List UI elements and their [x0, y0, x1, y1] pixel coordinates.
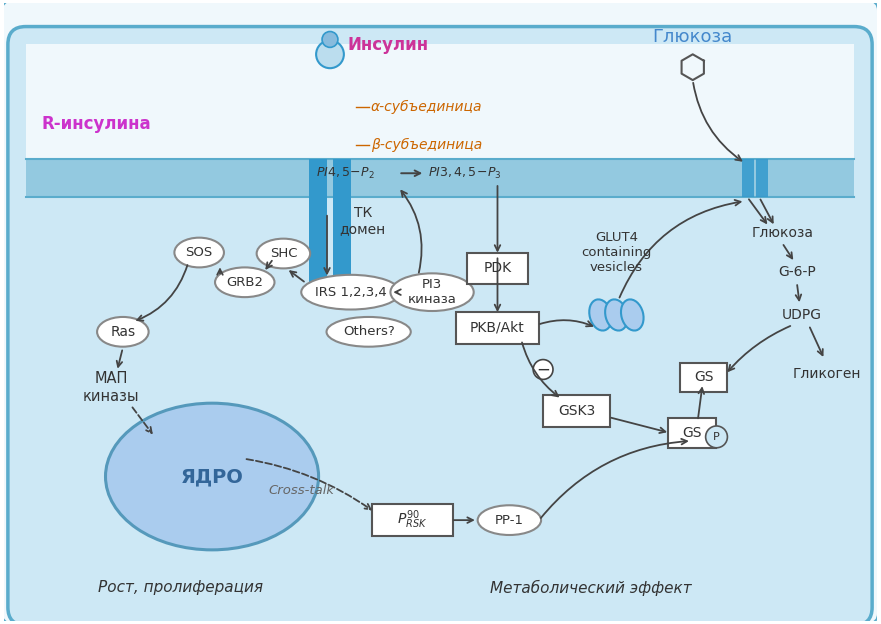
- Ellipse shape: [97, 317, 149, 347]
- Text: IRS 1,2,3,4: IRS 1,2,3,4: [315, 286, 387, 299]
- Text: Гликоген: Гликоген: [792, 368, 861, 381]
- Circle shape: [706, 426, 728, 448]
- Text: PP-1: PP-1: [495, 514, 524, 527]
- Ellipse shape: [621, 300, 644, 331]
- Ellipse shape: [215, 268, 275, 297]
- Text: GSK3: GSK3: [559, 404, 596, 418]
- Text: α-субъединица: α-субъединица: [371, 100, 482, 114]
- Text: PI3
киназа: PI3 киназа: [408, 278, 456, 306]
- Text: Ras: Ras: [110, 325, 136, 339]
- Text: GLUT4
containing
vesicles: GLUT4 containing vesicles: [581, 231, 652, 274]
- Text: $PI3,4,5\!-\!P_3$: $PI3,4,5\!-\!P_3$: [428, 166, 501, 181]
- Text: G-6-P: G-6-P: [778, 265, 816, 280]
- Text: Cross-talk: Cross-talk: [268, 484, 334, 497]
- Bar: [26, 159, 855, 197]
- Ellipse shape: [478, 505, 541, 535]
- Ellipse shape: [327, 317, 411, 347]
- Text: GS: GS: [682, 426, 701, 440]
- Ellipse shape: [390, 273, 474, 311]
- Text: Рост, пролиферация: Рост, пролиферация: [98, 580, 263, 595]
- Circle shape: [533, 359, 553, 379]
- Text: Глюкоза: Глюкоза: [751, 226, 814, 240]
- FancyBboxPatch shape: [467, 253, 529, 285]
- Text: ЯДРО: ЯДРО: [181, 467, 243, 486]
- Circle shape: [322, 32, 338, 47]
- FancyBboxPatch shape: [372, 504, 453, 536]
- Text: PKB/Akt: PKB/Akt: [470, 321, 525, 335]
- Bar: [309, 159, 327, 298]
- FancyBboxPatch shape: [680, 363, 728, 392]
- Text: ТК
домен: ТК домен: [339, 206, 386, 236]
- FancyBboxPatch shape: [8, 27, 872, 624]
- Text: SOS: SOS: [186, 246, 213, 259]
- Text: Инсулин: Инсулин: [348, 36, 429, 54]
- Text: P: P: [713, 432, 720, 442]
- Ellipse shape: [589, 300, 612, 331]
- Text: β-субъединица: β-субъединица: [371, 137, 482, 152]
- Text: R-инсулина: R-инсулина: [41, 115, 152, 133]
- Ellipse shape: [106, 403, 319, 550]
- Bar: [333, 159, 351, 298]
- Text: $P^{90}_{RSK}$: $P^{90}_{RSK}$: [397, 509, 427, 532]
- Text: SHC: SHC: [270, 247, 297, 260]
- Text: МАП
киназы: МАП киназы: [83, 371, 139, 404]
- Circle shape: [316, 41, 344, 68]
- Ellipse shape: [301, 275, 400, 310]
- Text: GRB2: GRB2: [226, 276, 263, 289]
- Bar: [743, 159, 754, 197]
- FancyBboxPatch shape: [543, 395, 611, 427]
- Bar: [26, 44, 855, 159]
- Text: −: −: [537, 361, 550, 379]
- Text: PDK: PDK: [484, 261, 512, 275]
- Bar: [756, 159, 768, 197]
- Text: UDPG: UDPG: [781, 308, 822, 322]
- Ellipse shape: [605, 300, 628, 331]
- Text: Глюкоза: Глюкоза: [653, 29, 733, 46]
- FancyBboxPatch shape: [455, 312, 539, 344]
- Text: Метаболический эффект: Метаболический эффект: [490, 580, 692, 595]
- Ellipse shape: [256, 238, 310, 268]
- Text: Others?: Others?: [343, 325, 395, 338]
- Text: $PI4,5\!-\!P_2$: $PI4,5\!-\!P_2$: [316, 166, 375, 181]
- Ellipse shape: [174, 238, 224, 268]
- Text: GS: GS: [694, 371, 714, 384]
- FancyBboxPatch shape: [668, 418, 715, 448]
